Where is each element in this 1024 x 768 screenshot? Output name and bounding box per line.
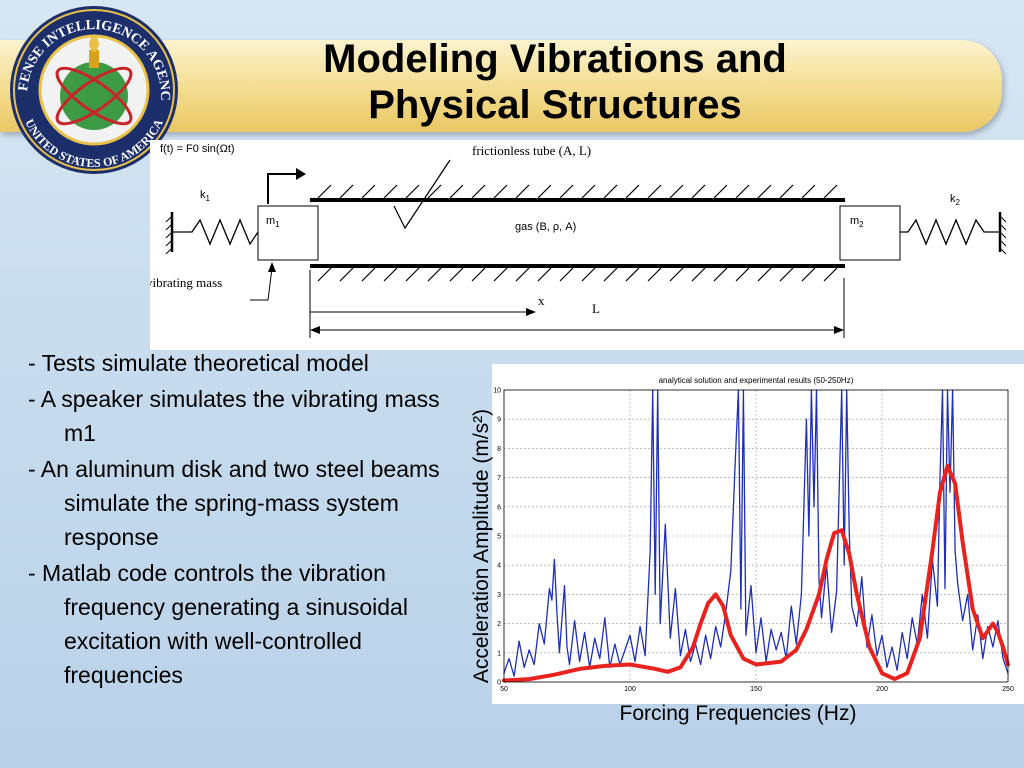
y-tick-label: 9 — [497, 417, 501, 424]
x-label: x — [538, 293, 545, 308]
y-tick-label: 7 — [497, 475, 501, 482]
bullet-list: - Tests simulate theoretical model - A s… — [28, 346, 458, 694]
y-tick-label: 2 — [497, 621, 501, 628]
bullet-item-4: - Matlab code controls the vibration fre… — [28, 560, 408, 688]
tube-bottom-hatch — [317, 267, 838, 282]
k2-label: k2 — [950, 193, 961, 207]
y-tick-label: 1 — [497, 650, 501, 657]
mass-m2-block — [839, 205, 901, 261]
force-label: f(t) = F0 sin(Ωt) — [160, 143, 235, 155]
k1-label: k1 — [200, 189, 211, 203]
chart-title: analytical solution and experimental res… — [659, 376, 854, 385]
chart-plot-frame — [503, 389, 1009, 683]
slide-title-line-2: Physical Structures — [368, 83, 742, 127]
agency-seal-logo: DEFENSE INTELLIGENCE AGENCY UNITED STATE… — [5, 4, 178, 174]
chart-x-axis-label: Forcing Frequencies (Hz) — [619, 702, 857, 725]
y-tick-label: 0 — [497, 680, 501, 687]
x-tick-label: 200 — [876, 686, 888, 693]
slide-title: Modeling Vibrations and Physical Structu… — [230, 36, 880, 128]
y-tick-label: 4 — [497, 563, 501, 570]
x-tick-label: 100 — [624, 686, 636, 693]
mass-m1-block — [257, 205, 319, 261]
vibration-model-diagram: f(t) = F0 sin(Ωt) frictionless tube (A, … — [150, 140, 1024, 350]
y-tick-label: 5 — [497, 534, 501, 541]
series-analytical-line — [502, 463, 1010, 683]
y-tick-label: 8 — [497, 446, 501, 453]
spring-k1 — [172, 218, 259, 246]
bullet-item-1: - Tests simulate theoretical model — [28, 350, 369, 376]
chart-series — [502, 389, 1010, 683]
y-tick-label: 3 — [497, 592, 501, 599]
chart-y-axis-label: Acceleration Amplitude (m/s²) — [470, 409, 493, 683]
x-tick-label: 150 — [750, 686, 762, 693]
x-tick-label: 50 — [500, 686, 508, 693]
force-arrow-icon — [296, 168, 306, 180]
slide-title-line-1: Modeling Vibrations and — [323, 37, 787, 81]
acceleration-chart: analytical solution and experimental res… — [470, 364, 1024, 704]
x-arrow-icon — [526, 308, 536, 316]
x-tick-label: 250 — [1002, 686, 1014, 693]
tube-top-hatch — [317, 184, 838, 199]
bullet-item-3: - An aluminum disk and two steel beams s… — [28, 456, 440, 550]
series-experimental-line — [503, 389, 1009, 677]
L-label: L — [592, 301, 600, 316]
gas-label: gas (B, ρ, A) — [515, 221, 576, 233]
vibrating-mass-label: vibrating mass — [150, 275, 222, 290]
bullet-item-2: - A speaker simulates the vibrating mass… — [28, 386, 440, 446]
y-tick-label: 10 — [493, 388, 501, 395]
tube-pointer — [393, 159, 451, 230]
y-tick-label: 6 — [497, 504, 501, 511]
spring-k2 — [900, 218, 1000, 246]
chart-ticks: 50 100 150 200 250 0 1 2 3 4 5 6 7 8 9 10 — [493, 388, 1014, 694]
tube-label: frictionless tube (A, L) — [472, 143, 591, 158]
